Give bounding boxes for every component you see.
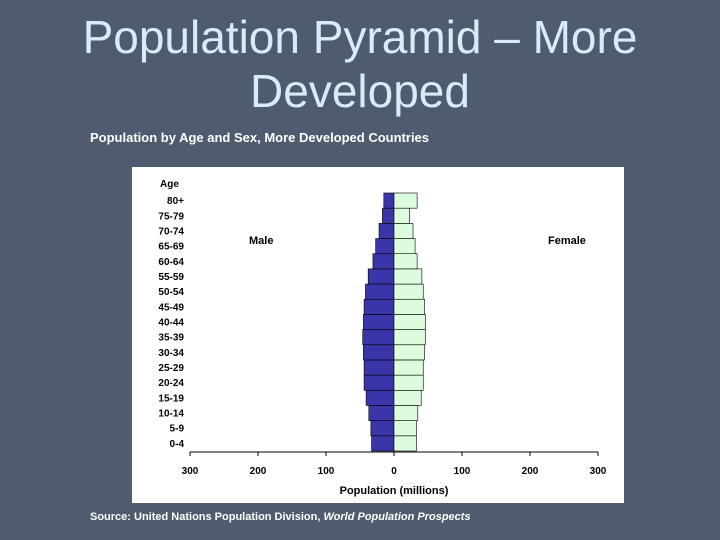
y-tick-group: 0-4 5-9 10-14 15-19 20-24 25-29 30-34 35-39 40-4… [158, 196, 184, 450]
source-title: World Population Prospects [323, 511, 471, 523]
bar-female-25-29 [393, 359, 424, 376]
x-tick-label: 100 [318, 466, 335, 477]
y-tick-label: 30-34 [158, 348, 184, 359]
legend-label-male: Male [249, 235, 273, 247]
bar-female-30-34 [393, 344, 425, 361]
slide-title: Population Pyramid – More Developed [0, 10, 720, 118]
y-tick-label: 0-4 [170, 439, 185, 450]
x-axis-title: Population (millions) [340, 485, 449, 497]
y-tick-label: 35-39 [158, 333, 184, 344]
bar-female-45-49 [393, 298, 425, 315]
source-prefix: Source: United Nations Population Divisi… [90, 511, 324, 523]
slide-title-line2: Developed [250, 65, 470, 117]
y-tick-label: 45-49 [158, 302, 184, 313]
source-line: Source: United Nations Population Divisi… [90, 511, 471, 523]
bar-male-20-24 [363, 374, 395, 391]
bar-male-50-54 [365, 283, 395, 300]
legend-label-female: Female [548, 235, 586, 247]
y-tick-label: 65-69 [158, 242, 184, 253]
y-axis-title: Age [160, 179, 179, 190]
bar-male-75-79 [382, 207, 395, 224]
y-tick-label: 60-64 [158, 257, 184, 268]
x-tick-label: 200 [250, 466, 267, 477]
bar-female-5-9 [393, 420, 417, 437]
bar-male-10-14 [368, 405, 395, 421]
y-tick-label: 10-14 [158, 409, 184, 420]
population-pyramid-chart: 300 200 100 0 100 200 300 0-4 5-9 10-14 15-19 20-2… [158, 179, 607, 497]
bar-female-20-24 [393, 374, 424, 391]
slide-title-line1: Population Pyramid – More [82, 11, 638, 63]
x-tick-label: 300 [590, 466, 607, 477]
y-tick-label: 50-54 [158, 287, 184, 298]
bar-male-45-49 [363, 298, 395, 315]
y-tick-label: 75-79 [158, 211, 184, 222]
bar-male-55-59 [367, 268, 395, 285]
bar-male-40-44 [363, 314, 395, 330]
bar-female-55-59 [393, 268, 423, 285]
y-tick-label: 25-29 [158, 363, 184, 374]
bar-female-70-74 [393, 223, 414, 239]
bar-male-70-74 [378, 223, 395, 239]
bar-female-75-79 [393, 207, 410, 224]
bars-group [362, 192, 426, 452]
bar-female-65-69 [393, 238, 416, 255]
x-tick-group: 300 200 100 0 100 200 300 [182, 452, 607, 477]
y-tick-label: 70-74 [158, 226, 184, 237]
x-tick-label: 200 [522, 466, 539, 477]
bar-male-5-9 [370, 420, 395, 437]
bar-female-15-19 [393, 389, 422, 406]
bar-female-0-4 [393, 435, 417, 452]
y-tick-label: 5-9 [170, 424, 185, 435]
chart-subtitle: Population by Age and Sex, More Develope… [90, 130, 430, 145]
y-tick-label: 80+ [167, 196, 184, 207]
x-tick-label: 300 [182, 466, 199, 477]
y-tick-label: 15-19 [158, 393, 184, 404]
bar-female-35-39 [393, 329, 426, 346]
bar-male-0-4 [371, 435, 395, 452]
y-tick-label: 40-44 [158, 318, 184, 329]
y-tick-label: 55-59 [158, 272, 184, 283]
bar-male-25-29 [363, 359, 395, 376]
x-tick-label: 0 [391, 466, 397, 477]
chart-panel: 300 200 100 0 100 200 300 0-4 5-9 10-14 15-19 20-2… [132, 167, 624, 503]
y-tick-label: 20-24 [158, 378, 184, 389]
bar-female-80+ [393, 192, 418, 209]
x-tick-label: 100 [454, 466, 471, 477]
bar-female-10-14 [393, 405, 419, 421]
bar-male-60-64 [372, 253, 395, 270]
bar-male-80+ [383, 192, 395, 209]
bar-male-65-69 [375, 238, 395, 255]
bar-male-15-19 [365, 389, 395, 406]
bar-female-40-44 [393, 314, 426, 330]
bar-male-35-39 [362, 329, 395, 346]
bar-male-30-34 [363, 344, 395, 361]
bar-female-50-54 [393, 283, 424, 300]
bar-female-60-64 [393, 253, 418, 270]
